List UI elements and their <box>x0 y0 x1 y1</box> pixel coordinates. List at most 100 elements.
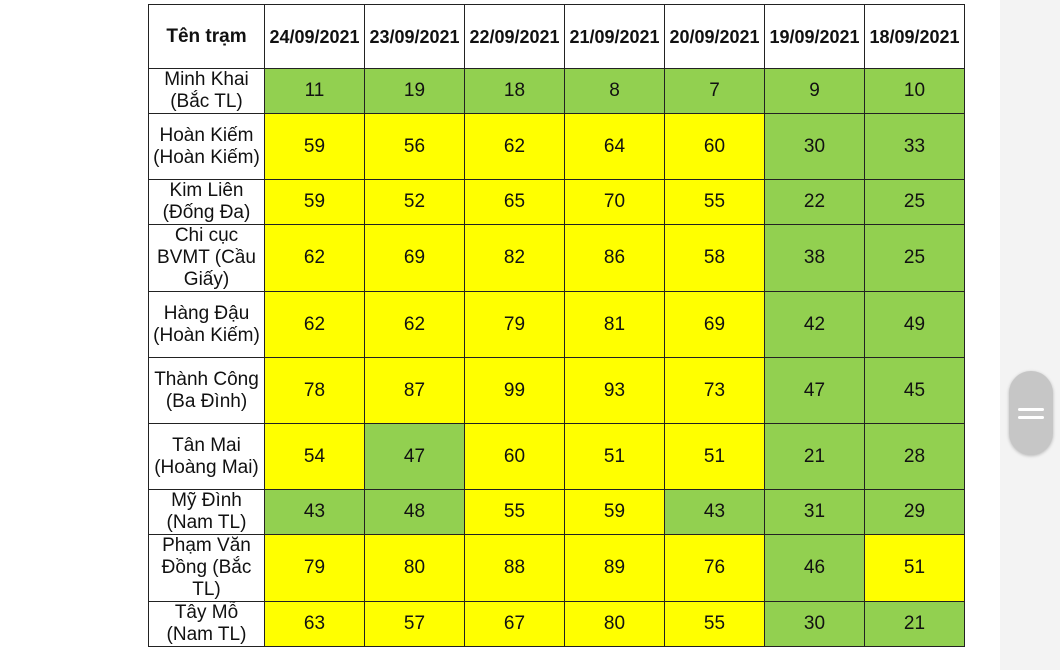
aqi-value-cell: 82 <box>464 224 565 292</box>
aqi-value-cell: 59 <box>264 179 365 225</box>
aqi-value-cell: 18 <box>464 68 565 114</box>
aqi-value-cell: 28 <box>864 423 965 490</box>
date-column-header: 24/09/2021 <box>264 4 365 69</box>
aqi-value-cell: 60 <box>664 113 765 180</box>
aqi-value-cell: 48 <box>364 489 465 535</box>
aqi-value-cell: 86 <box>564 224 665 292</box>
aqi-value-cell: 57 <box>364 601 465 647</box>
aqi-value-cell: 42 <box>764 291 865 358</box>
aqi-value-cell: 81 <box>564 291 665 358</box>
aqi-value-cell: 63 <box>264 601 365 647</box>
aqi-value-cell: 51 <box>564 423 665 490</box>
aqi-value-cell: 19 <box>364 68 465 114</box>
aqi-value-cell: 70 <box>564 179 665 225</box>
aqi-value-cell: 64 <box>564 113 665 180</box>
aqi-value-cell: 59 <box>564 489 665 535</box>
aqi-value-cell: 89 <box>564 534 665 602</box>
date-column-header: 18/09/2021 <box>864 4 965 69</box>
aqi-value-cell: 43 <box>664 489 765 535</box>
aqi-value-cell: 51 <box>664 423 765 490</box>
station-name-cell: Hàng Đậu (Hoàn Kiếm) <box>148 291 265 358</box>
aqi-value-cell: 56 <box>364 113 465 180</box>
aqi-value-cell: 7 <box>664 68 765 114</box>
aqi-value-cell: 38 <box>764 224 865 292</box>
aqi-value-cell: 47 <box>364 423 465 490</box>
table-row: Thành Công (Ba Đình) 78 87 99 93 73 47 45 <box>148 357 965 424</box>
table-row: Chi cục BVMT (Cầu Giấy) 62 69 82 86 58 38 25 <box>148 224 965 292</box>
station-name-cell: Mỹ Đình (Nam TL) <box>148 489 265 535</box>
table-row: Kim Liên (Đống Đa) 59 52 65 70 55 22 25 <box>148 179 965 225</box>
aqi-value-cell: 58 <box>664 224 765 292</box>
table-header-row: Tên trạm 24/09/2021 23/09/2021 22/09/202… <box>148 4 965 69</box>
aqi-value-cell: 51 <box>864 534 965 602</box>
aqi-value-cell: 79 <box>464 291 565 358</box>
station-name-cell: Tây Mỗ (Nam TL) <box>148 601 265 647</box>
aqi-value-cell: 78 <box>264 357 365 424</box>
aqi-value-cell: 10 <box>864 68 965 114</box>
aqi-table: Tên trạm 24/09/2021 23/09/2021 22/09/202… <box>148 4 965 647</box>
aqi-value-cell: 21 <box>764 423 865 490</box>
aqi-value-cell: 55 <box>664 179 765 225</box>
aqi-value-cell: 43 <box>264 489 365 535</box>
station-name-cell: Thành Công (Ba Đình) <box>148 357 265 424</box>
aqi-value-cell: 69 <box>664 291 765 358</box>
aqi-value-cell: 25 <box>864 224 965 292</box>
aqi-value-cell: 31 <box>764 489 865 535</box>
aqi-value-cell: 47 <box>764 357 865 424</box>
aqi-value-cell: 30 <box>764 113 865 180</box>
aqi-value-cell: 88 <box>464 534 565 602</box>
aqi-value-cell: 62 <box>264 291 365 358</box>
aqi-value-cell: 52 <box>364 179 465 225</box>
scroll-handle[interactable] <box>1009 371 1053 455</box>
aqi-value-cell: 45 <box>864 357 965 424</box>
date-column-header: 21/09/2021 <box>564 4 665 69</box>
aqi-value-cell: 67 <box>464 601 565 647</box>
drag-handle-icon <box>1018 408 1044 411</box>
station-name-cell: Minh Khai (Bắc TL) <box>148 68 265 114</box>
station-name-cell: Hoàn Kiếm (Hoàn Kiếm) <box>148 113 265 180</box>
station-name-cell: Chi cục BVMT (Cầu Giấy) <box>148 224 265 292</box>
aqi-value-cell: 60 <box>464 423 565 490</box>
page-margin <box>1000 0 1060 670</box>
aqi-value-cell: 62 <box>364 291 465 358</box>
drag-handle-icon <box>1018 416 1044 419</box>
aqi-value-cell: 30 <box>764 601 865 647</box>
table-row: Phạm Văn Đồng (Bắc TL) 79 80 88 89 76 46 51 <box>148 534 965 602</box>
station-name-cell: Tân Mai (Hoàng Mai) <box>148 423 265 490</box>
aqi-value-cell: 22 <box>764 179 865 225</box>
aqi-value-cell: 69 <box>364 224 465 292</box>
aqi-value-cell: 55 <box>464 489 565 535</box>
station-column-header: Tên trạm <box>148 4 265 69</box>
aqi-value-cell: 62 <box>464 113 565 180</box>
aqi-value-cell: 73 <box>664 357 765 424</box>
aqi-value-cell: 21 <box>864 601 965 647</box>
table-row: Minh Khai (Bắc TL) 11 19 18 8 7 9 10 <box>148 68 965 114</box>
date-column-header: 23/09/2021 <box>364 4 465 69</box>
aqi-value-cell: 8 <box>564 68 665 114</box>
table-row: Tân Mai (Hoàng Mai) 54 47 60 51 51 21 28 <box>148 423 965 490</box>
aqi-value-cell: 93 <box>564 357 665 424</box>
aqi-value-cell: 49 <box>864 291 965 358</box>
aqi-value-cell: 55 <box>664 601 765 647</box>
station-name-cell: Phạm Văn Đồng (Bắc TL) <box>148 534 265 602</box>
aqi-value-cell: 76 <box>664 534 765 602</box>
date-column-header: 22/09/2021 <box>464 4 565 69</box>
station-name-cell: Kim Liên (Đống Đa) <box>148 179 265 225</box>
table-row: Hàng Đậu (Hoàn Kiếm) 62 62 79 81 69 42 49 <box>148 291 965 358</box>
aqi-value-cell: 79 <box>264 534 365 602</box>
date-column-header: 20/09/2021 <box>664 4 765 69</box>
aqi-value-cell: 25 <box>864 179 965 225</box>
table-row: Tây Mỗ (Nam TL) 63 57 67 80 55 30 21 <box>148 601 965 647</box>
aqi-value-cell: 9 <box>764 68 865 114</box>
aqi-value-cell: 65 <box>464 179 565 225</box>
aqi-value-cell: 87 <box>364 357 465 424</box>
aqi-value-cell: 99 <box>464 357 565 424</box>
aqi-value-cell: 62 <box>264 224 365 292</box>
aqi-value-cell: 80 <box>364 534 465 602</box>
aqi-value-cell: 80 <box>564 601 665 647</box>
aqi-value-cell: 33 <box>864 113 965 180</box>
aqi-value-cell: 59 <box>264 113 365 180</box>
aqi-value-cell: 46 <box>764 534 865 602</box>
date-column-header: 19/09/2021 <box>764 4 865 69</box>
